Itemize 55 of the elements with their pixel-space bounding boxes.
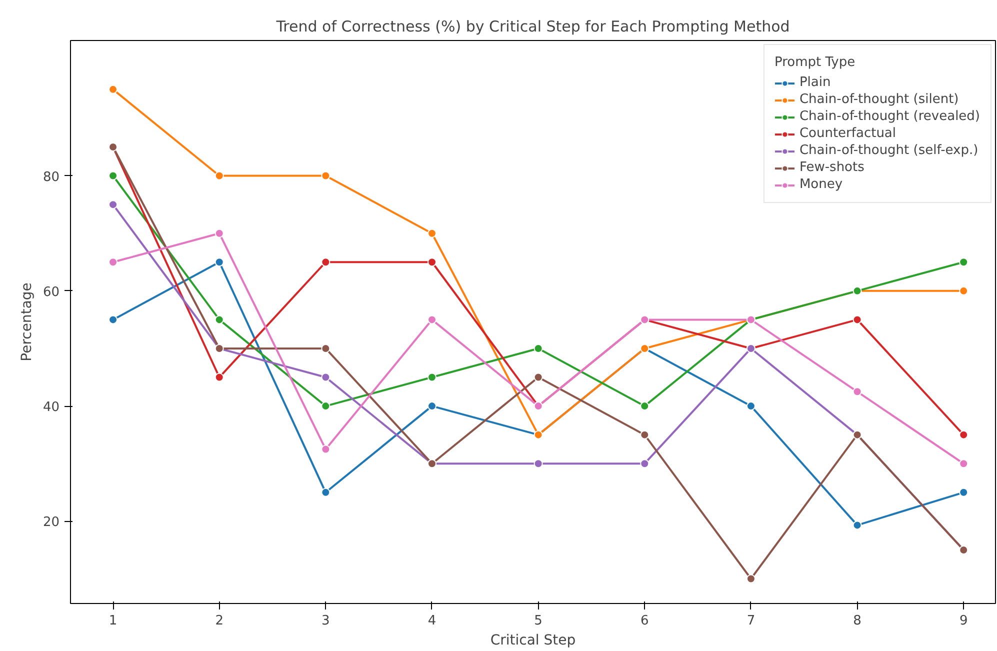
- point: [427, 228, 436, 238]
- point: [321, 444, 330, 454]
- point: [108, 315, 118, 324]
- legend-label: Counterfactual: [799, 126, 896, 141]
- point: [959, 459, 968, 468]
- point: [746, 402, 756, 411]
- point: [214, 258, 224, 267]
- point: [214, 171, 224, 180]
- point: [852, 315, 862, 324]
- legend-label: Chain-of-thought (silent): [799, 92, 959, 107]
- legend-label: Plain: [799, 75, 831, 90]
- x-tick-label: 1: [108, 614, 118, 628]
- legend-label: Chain-of-thought (revealed): [799, 109, 980, 124]
- x-tick-label: 8: [853, 614, 862, 628]
- x-axis-title: Critical Step: [490, 632, 576, 648]
- point: [427, 402, 436, 411]
- point: [214, 228, 224, 238]
- point: [214, 372, 224, 382]
- x-tick-label: 6: [640, 614, 649, 628]
- y-tick-label: 60: [42, 284, 60, 300]
- point: [108, 84, 118, 94]
- x-tick-label: 3: [322, 614, 330, 628]
- point: [321, 488, 330, 497]
- legend-label: Money: [799, 177, 843, 192]
- y-tick-label: 80: [42, 170, 60, 185]
- y-tick-label: 40: [42, 400, 60, 416]
- y-tick-label: 20: [42, 515, 60, 530]
- point: [640, 459, 650, 468]
- point: [108, 258, 118, 267]
- x-tick-label: 7: [746, 614, 756, 628]
- legend-label: Chain-of-thought (self-exp.): [799, 143, 978, 158]
- point: [534, 459, 543, 468]
- point: [321, 171, 330, 180]
- point: [427, 372, 436, 382]
- x-tick-label: 9: [959, 614, 968, 628]
- point: [321, 372, 330, 382]
- point: [640, 430, 650, 440]
- point: [959, 430, 968, 440]
- point: [959, 286, 968, 296]
- x-tick-label: 4: [428, 614, 436, 628]
- x-tick-label: 5: [534, 614, 542, 628]
- legend-label: Few-shots: [799, 160, 864, 175]
- point: [746, 574, 756, 584]
- point: [427, 258, 436, 267]
- point: [321, 258, 330, 267]
- x-tick-label: 2: [215, 614, 224, 628]
- chart-title: Trend of Correctness (%) by Critical Step for Each Prompting Method: [275, 18, 790, 36]
- point: [959, 488, 968, 497]
- point: [852, 387, 862, 396]
- point: [534, 372, 543, 382]
- point: [214, 315, 224, 324]
- point: [959, 258, 968, 267]
- y-axis-title: Percentage: [18, 282, 35, 362]
- point: [852, 520, 862, 530]
- legend-title: Prompt Type: [774, 55, 856, 70]
